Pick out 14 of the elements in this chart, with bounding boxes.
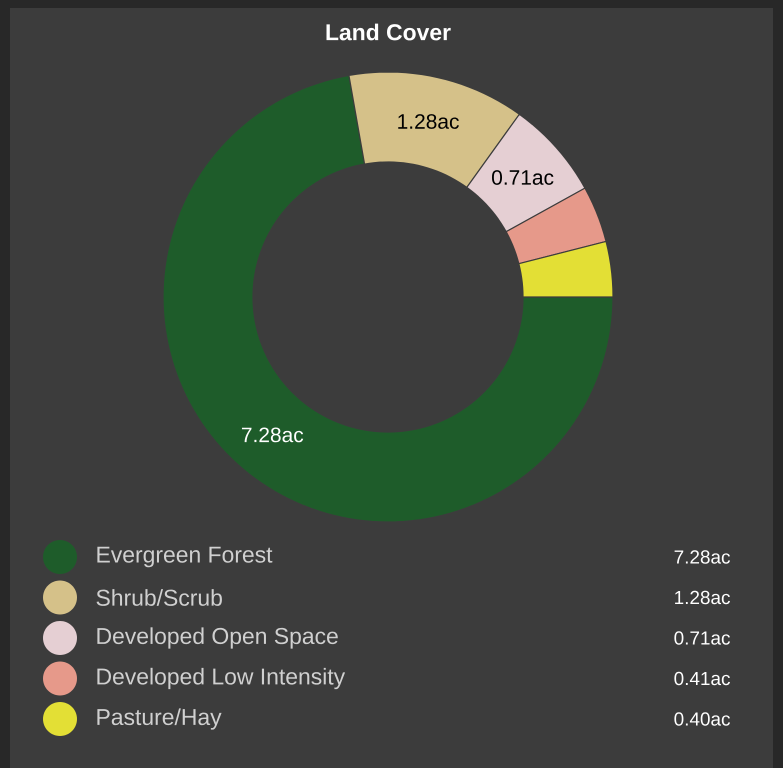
data-label: 7.28ac: [674, 550, 730, 564]
text: 7.28ac: [242, 427, 304, 442]
legend-label: Developed Open Space: [97, 627, 338, 649]
data-label: 0.41ac: [674, 672, 730, 686]
legend-label: Developed Low Intensity: [97, 668, 346, 690]
data-label: 1.28ac: [675, 590, 730, 604]
data-label: 0.71ac: [674, 631, 730, 645]
text: 0.71ac: [492, 170, 554, 185]
data-label: 0.40ac: [674, 712, 730, 726]
legend-label: Evergreen Forest: [97, 546, 272, 568]
legend-label: Pasture/Hay: [97, 708, 222, 730]
legend-label: Shrub/Scrub: [96, 589, 222, 606]
chart-title: Land Cover: [326, 24, 451, 40]
text: 1.28ac: [398, 114, 459, 129]
